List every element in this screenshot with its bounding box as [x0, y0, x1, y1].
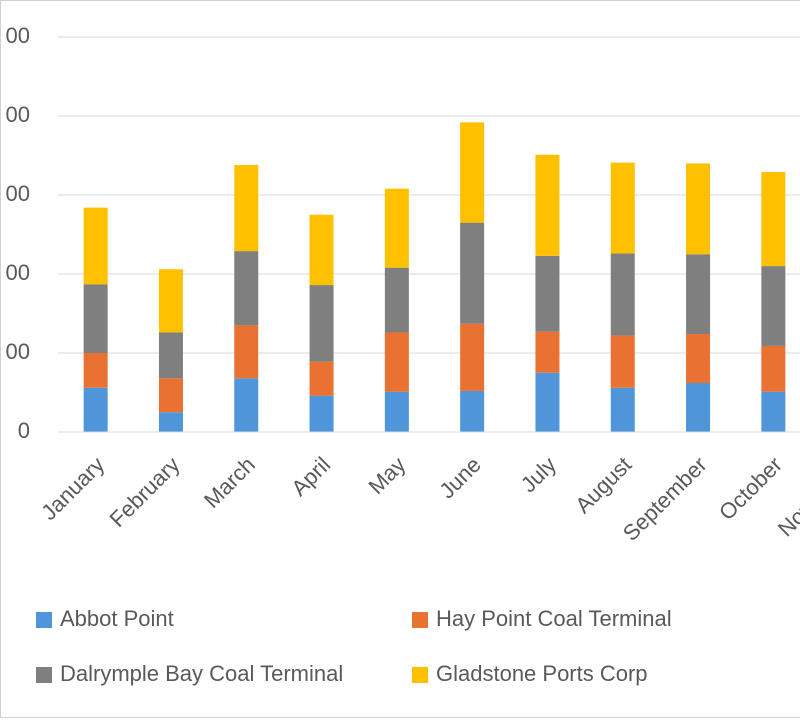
- bar-segment: [535, 154, 560, 256]
- bar-segment: [83, 353, 108, 388]
- legend-label: Gladstone Ports Corp: [436, 661, 648, 686]
- bar-segment: [384, 267, 409, 333]
- x-tick-label: August: [570, 452, 636, 518]
- legend-label: Abbot Point: [60, 606, 174, 631]
- y-tick-label: 00: [6, 23, 30, 48]
- bar-segment: [761, 172, 786, 267]
- y-tick-label: 00: [6, 181, 30, 206]
- bar-segment: [234, 325, 259, 379]
- y-tick-label: 00: [6, 102, 30, 127]
- bar-segment: [535, 331, 560, 373]
- bar-segment: [761, 345, 786, 392]
- legend-label: Dalrymple Bay Coal Terminal: [60, 661, 343, 686]
- bar-segment: [610, 162, 635, 254]
- x-tick-label: March: [199, 452, 260, 513]
- bar-segment: [761, 266, 786, 346]
- bar-segment: [83, 284, 108, 353]
- bar-segment: [535, 255, 560, 332]
- bar-segment: [234, 164, 259, 252]
- bar-segment: [686, 334, 711, 384]
- x-tick-label: May: [363, 452, 410, 499]
- bar-segment: [384, 332, 409, 392]
- x-tick-label: February: [105, 452, 185, 532]
- x-tick-label: January: [36, 452, 109, 525]
- legend-swatch: [412, 667, 428, 683]
- bar-segment: [460, 122, 485, 223]
- bar-segment: [686, 383, 711, 432]
- bar-segment: [158, 269, 183, 333]
- bar-segment: [234, 378, 259, 432]
- legend-swatch: [412, 612, 428, 628]
- legend-label: Hay Point Coal Terminal: [436, 606, 672, 631]
- bar-segment: [83, 207, 108, 285]
- y-tick-label: 00: [6, 260, 30, 285]
- bar-segment: [158, 332, 183, 379]
- bar-segment: [158, 412, 183, 432]
- x-tick-label: October: [714, 452, 787, 525]
- legend-swatch: [36, 612, 52, 628]
- bar-segment: [610, 253, 635, 336]
- bar-segment: [234, 251, 259, 326]
- bar-segment: [686, 254, 711, 335]
- bar-segment: [309, 395, 334, 432]
- bar-segment: [384, 188, 409, 268]
- bar-segment: [83, 387, 108, 432]
- y-tick-label: 0: [18, 418, 30, 443]
- bar-segment: [761, 391, 786, 432]
- bar-segment: [309, 361, 334, 396]
- bar-segment: [535, 372, 560, 432]
- bar-segment: [460, 390, 485, 432]
- bar-segment: [158, 378, 183, 413]
- legend-swatch: [36, 667, 52, 683]
- x-tick-label: April: [286, 452, 335, 501]
- x-tick-label: July: [516, 452, 561, 497]
- bar-segment: [460, 222, 485, 324]
- x-tick-label: June: [434, 452, 485, 503]
- y-tick-label: 00: [6, 339, 30, 364]
- bar-segment: [309, 214, 334, 286]
- bar-segment: [610, 387, 635, 432]
- bar-segment: [309, 285, 334, 362]
- bar-segment: [460, 323, 485, 391]
- bar-segment: [686, 163, 711, 255]
- bar-segment: [384, 391, 409, 432]
- bar-segment: [610, 335, 635, 388]
